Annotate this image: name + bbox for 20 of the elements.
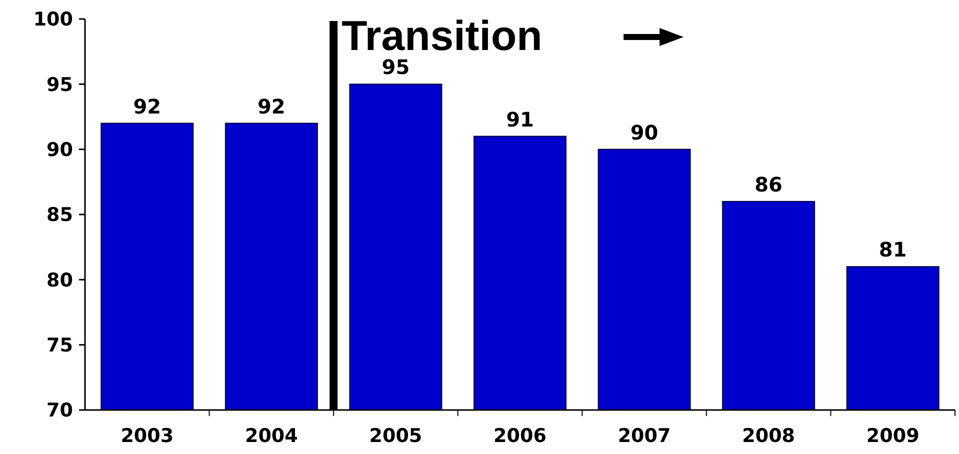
data-label: 90 (630, 120, 658, 144)
y-tick-label: 80 (46, 269, 73, 292)
y-tick-label: 85 (46, 204, 73, 226)
data-label: 92 (258, 94, 286, 118)
y-tick-label: 75 (46, 334, 73, 356)
x-tick-label: 2006 (494, 425, 546, 447)
data-label: 91 (506, 107, 534, 132)
data-label: 86 (754, 172, 782, 196)
y-tick-label: 70 (46, 400, 73, 422)
x-tick-label: 2003 (120, 425, 174, 447)
x-tick-label: 2009 (866, 425, 920, 447)
y-tick-label: 95 (46, 74, 73, 96)
data-label: 92 (133, 94, 162, 118)
x-tick-label: 2007 (618, 425, 671, 447)
x-tick-label: 2008 (742, 425, 796, 447)
x-tick-label: 2005 (369, 425, 422, 447)
y-tick-label: 100 (33, 8, 73, 31)
data-label: 81 (878, 238, 907, 262)
y-tick-label: 90 (46, 138, 73, 161)
x-tick-label: 2004 (244, 425, 298, 447)
